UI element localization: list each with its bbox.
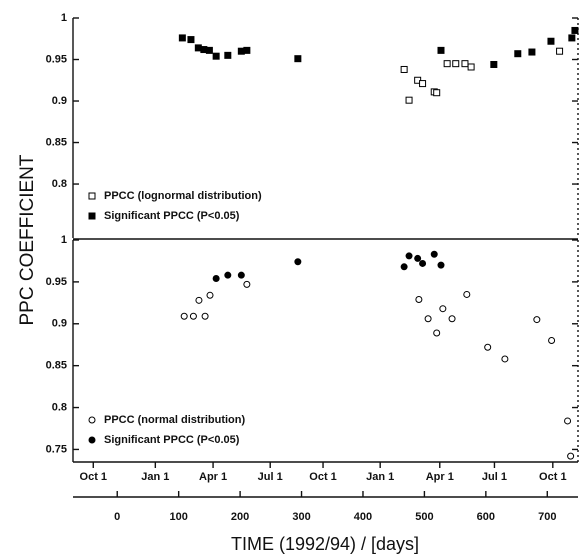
y-tick-label: 0.95 [46,276,67,288]
x-tick-label: 200 [231,511,249,523]
data-point [424,315,432,323]
data-point [437,46,445,54]
data-point [433,329,441,337]
y-tick-label: 0.9 [52,318,67,330]
x-tick-label: 500 [415,511,433,523]
data-point [461,60,469,68]
data-point [419,259,427,267]
data-point [490,60,498,68]
date-tick-label: Oct 1 [539,471,567,483]
data-point [400,65,408,73]
date-tick-label: Jan 1 [366,471,394,483]
y-tick-label: 0.95 [46,53,67,65]
y-tick-label: 0.85 [46,136,67,148]
data-point [547,37,555,45]
x-tick-label: 400 [354,511,372,523]
legend-marker [88,436,96,444]
data-point [400,263,408,271]
x-tick-label: 100 [169,511,187,523]
y-axis-label: PPC COEFFICIENT [17,154,38,325]
data-point [212,52,220,60]
data-point [206,291,214,299]
data-point [212,275,220,283]
y-tick-label: 0.85 [46,360,67,372]
data-point [467,63,475,71]
data-point [243,46,251,54]
data-point [548,337,556,345]
y-tick-label: 1 [61,12,67,24]
y-tick-label: 0.75 [46,443,67,455]
data-point [201,312,209,320]
legend-label: PPCC (lognormal distribution) [104,190,262,202]
data-point [567,452,575,460]
y-tick-label: 0.8 [52,178,67,190]
data-point [452,60,460,68]
data-point [414,254,422,262]
data-point [294,258,302,266]
data-point [405,252,413,260]
data-point [180,312,188,320]
date-tick-label: Jul 1 [258,471,283,483]
legend-label: PPCC (normal distribution) [104,414,246,426]
data-point [195,296,203,304]
legend-label: Significant PPCC (P<0.05) [104,434,240,446]
data-point [243,280,251,288]
data-point [224,51,232,59]
legend-marker [88,192,96,200]
data-point [528,48,536,56]
data-point [294,55,302,63]
y-tick-label: 0.9 [52,95,67,107]
data-point [187,36,195,44]
x-tick-label: 600 [477,511,495,523]
data-point [443,60,451,68]
legend-label: Significant PPCC (P<0.05) [104,210,240,222]
date-tick-label: Jan 1 [141,471,169,483]
data-point [237,271,245,279]
x-tick-label: 700 [538,511,556,523]
date-tick-label: Oct 1 [80,471,108,483]
data-point [533,316,541,324]
legend-marker [88,416,96,424]
data-point [437,261,445,269]
data-point [564,417,572,425]
data-point [430,250,438,258]
date-tick-label: Oct 1 [309,471,337,483]
data-point [224,271,232,279]
x-tick-label: 300 [292,511,310,523]
data-point [501,355,509,363]
data-point [433,89,441,97]
data-point [463,290,471,298]
data-point [415,295,423,303]
data-point [514,50,522,58]
data-point [405,96,413,104]
data-point [189,312,197,320]
date-tick-label: Jul 1 [482,471,507,483]
date-tick-label: Apr 1 [426,471,454,483]
x-tick-label: 0 [114,511,120,523]
y-tick-label: 0.8 [52,401,67,413]
data-point [448,315,456,323]
data-point [484,343,492,351]
x-axis-label: TIME (1992/94) / [days] [231,534,419,554]
data-point [556,47,564,55]
data-point [571,26,579,34]
y-tick-label: 1 [61,234,67,246]
data-point [205,46,213,54]
date-tick-label: Apr 1 [199,471,227,483]
data-point [439,305,447,313]
data-point [178,34,186,42]
legend-marker [88,212,96,220]
data-point [419,80,427,88]
data-point [568,34,576,42]
